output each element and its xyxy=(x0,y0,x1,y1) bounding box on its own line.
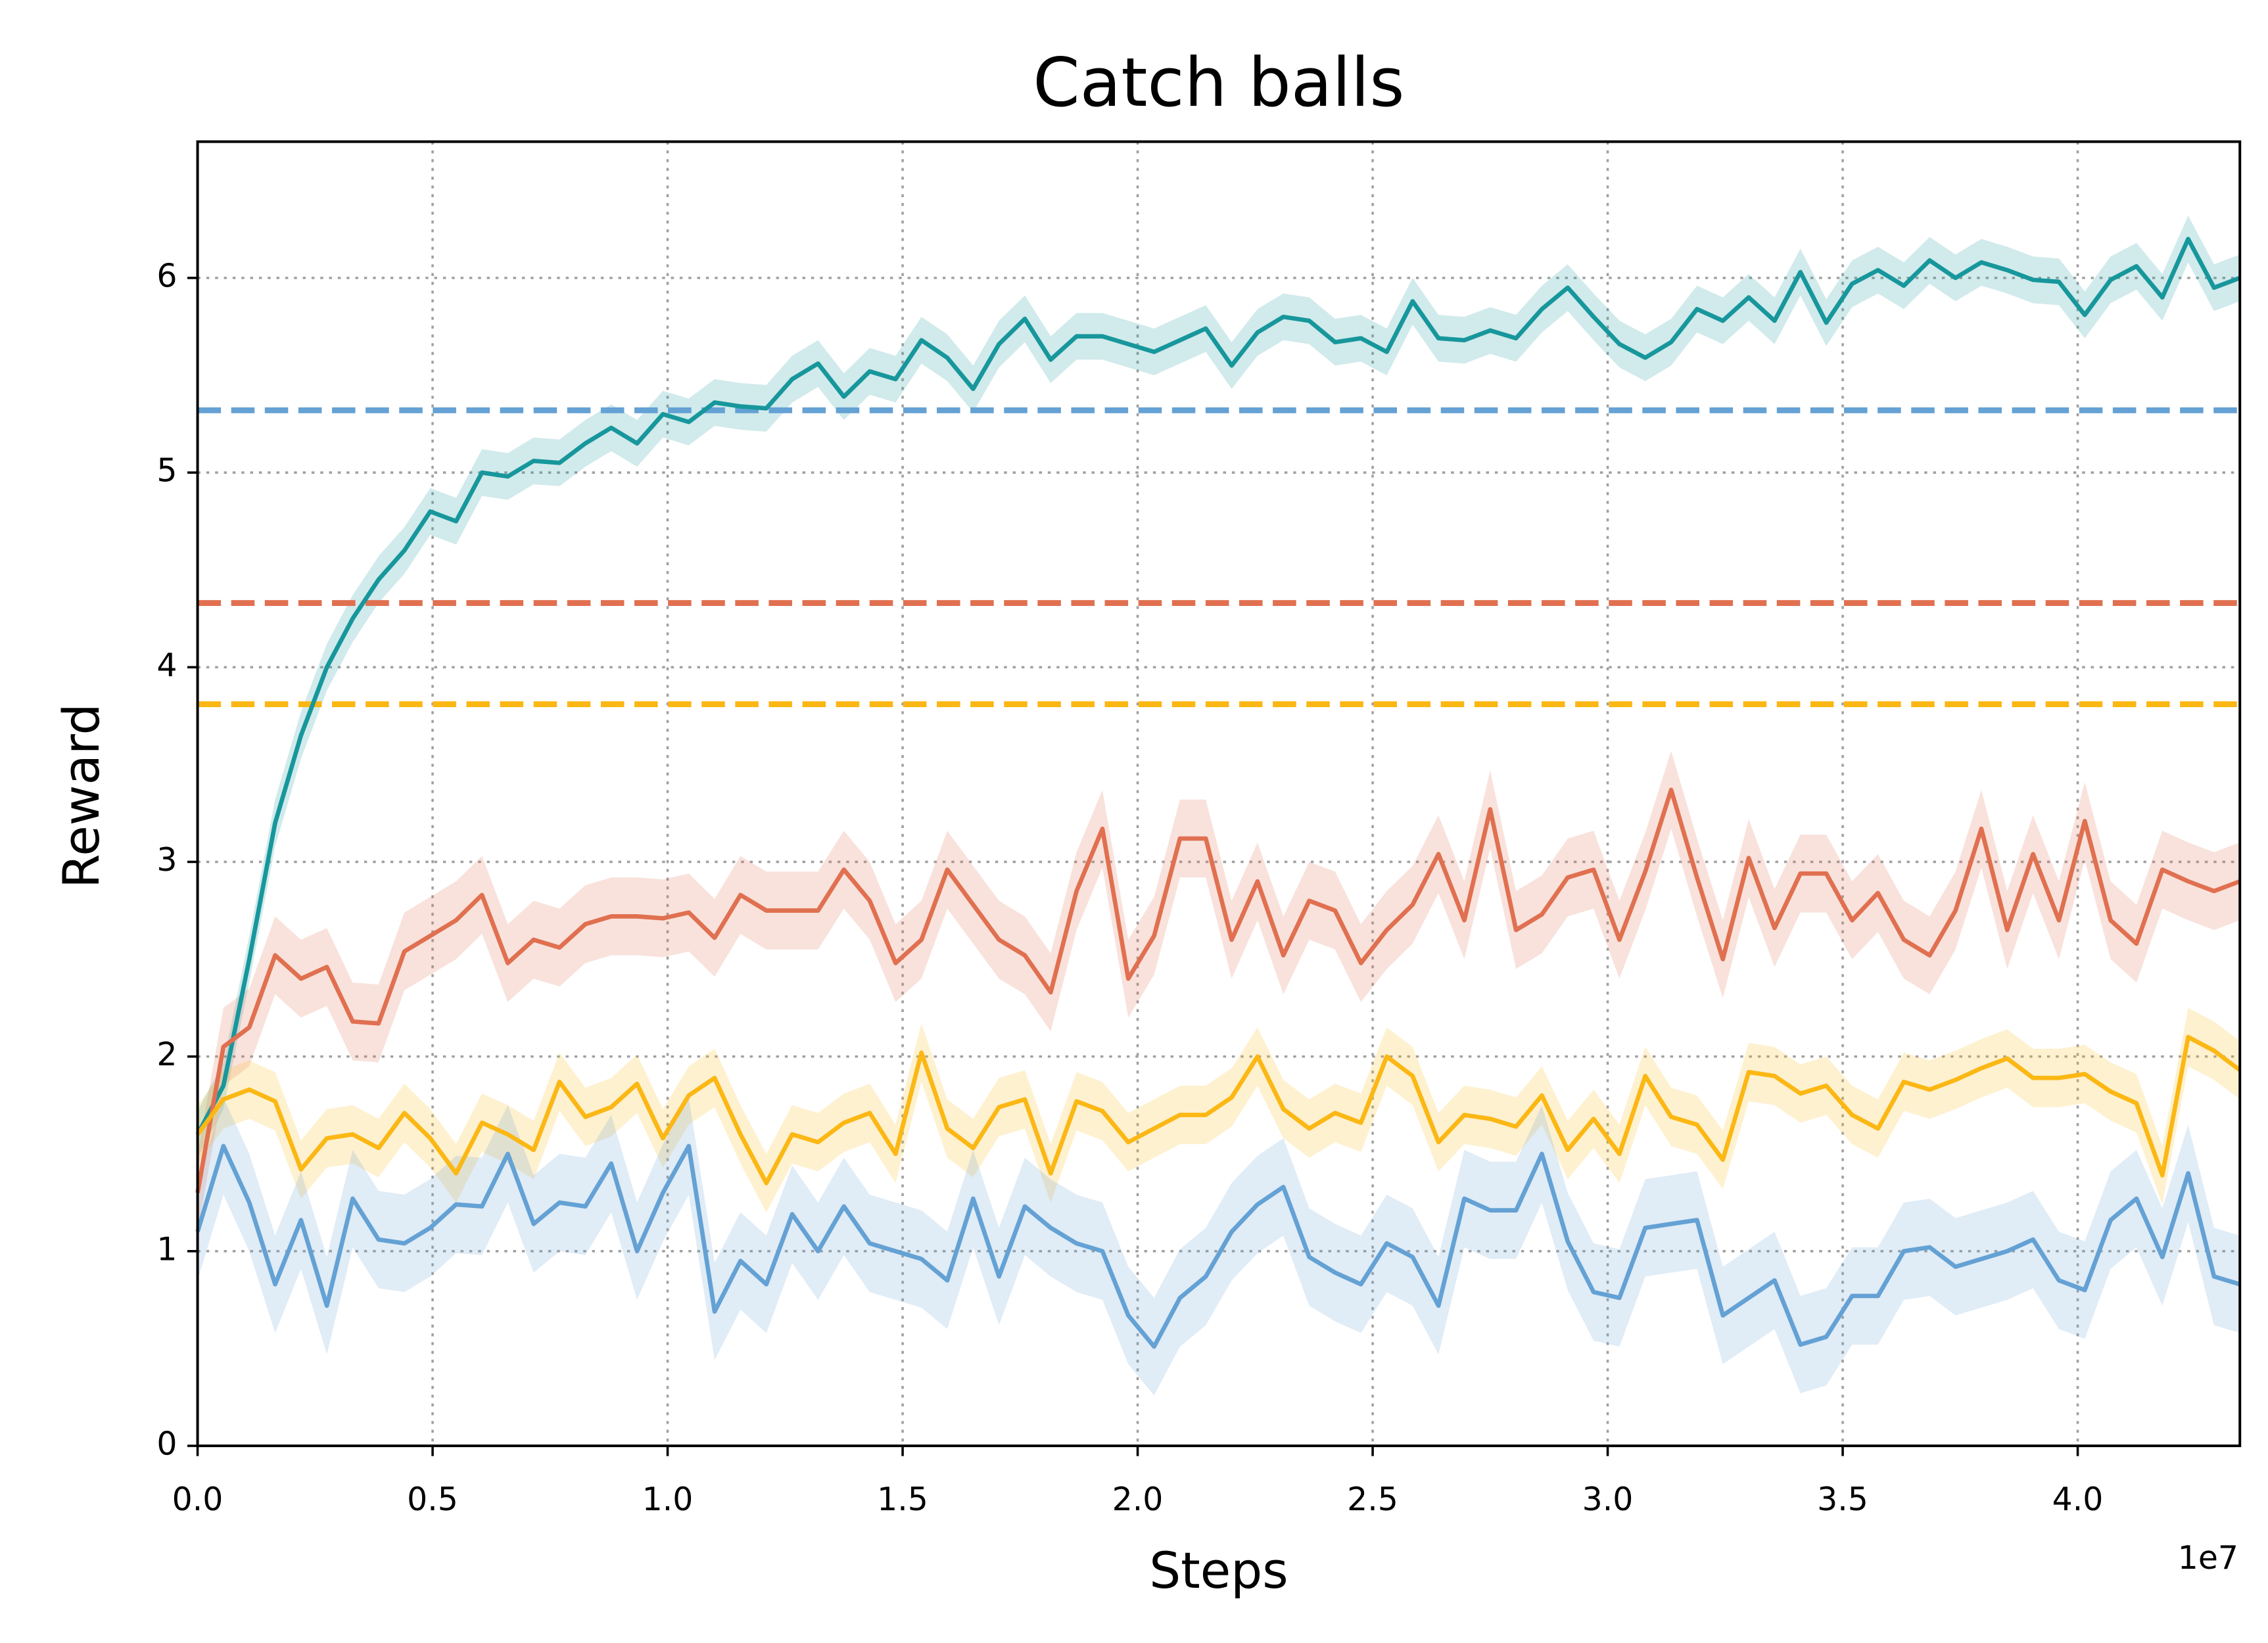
x-tick-label: 3.5 xyxy=(1817,1481,1868,1518)
series-line xyxy=(195,787,2241,1193)
y-axis-label: Reward xyxy=(53,703,110,888)
x-offset-label: 1e7 xyxy=(2178,1539,2238,1577)
series-line xyxy=(195,1034,2242,1186)
y-tick-label: 1 xyxy=(156,1230,177,1268)
y-tick-label: 3 xyxy=(156,841,177,879)
x-tick-label: 4.0 xyxy=(2052,1481,2104,1518)
y-tick-label: 2 xyxy=(156,1036,177,1073)
x-tick-label: 0.5 xyxy=(407,1481,458,1518)
y-tick-label: 4 xyxy=(156,647,177,684)
x-tick-label: 2.0 xyxy=(1112,1481,1164,1518)
confidence-band xyxy=(197,1007,2240,1213)
y-tick-label: 0 xyxy=(156,1425,177,1463)
series-line xyxy=(195,237,2241,1136)
x-axis-label: Steps xyxy=(1149,1542,1288,1600)
y-tick-label: 6 xyxy=(156,257,177,294)
confidence-band xyxy=(197,1097,2240,1395)
x-tick-label: 1.5 xyxy=(877,1481,928,1518)
x-tick-label: 0.0 xyxy=(172,1481,224,1518)
series-line xyxy=(195,1144,2241,1349)
x-tick-label: 1.0 xyxy=(642,1481,694,1518)
y-tick-label: 5 xyxy=(156,452,177,490)
chart-title: Catch balls xyxy=(1033,44,1404,122)
x-tick-label: 3.0 xyxy=(1582,1481,1634,1518)
x-tick-label: 2.5 xyxy=(1347,1481,1398,1518)
plot-frame xyxy=(196,140,2242,1447)
